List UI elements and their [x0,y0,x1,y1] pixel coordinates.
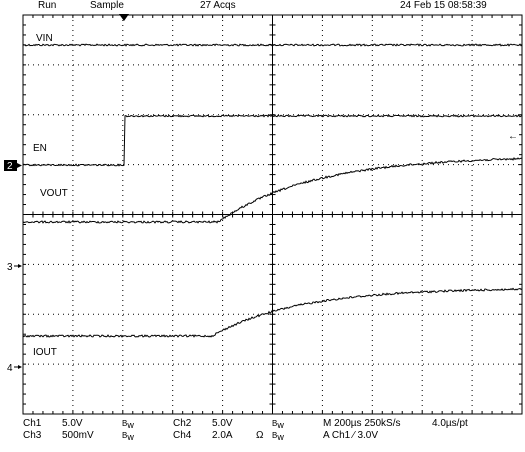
iout-trace [23,287,522,338]
trigger-setting: A Ch1 ⁄ 3.0V [323,430,379,441]
ch3-bandwidth-limit-icon [122,430,134,443]
ch3-name: Ch3 [23,430,42,441]
offscreen-left-arrow-icon: ← [508,131,518,142]
channel-4-marker: 4 [7,363,22,374]
sample-interval: 4.0µs/pt [432,418,468,429]
scope-footer: Ch1 5.0V Ch2 5.0V M 200µs 250kS/s 4.0µs/… [0,416,525,452]
vin-label: VIN [36,33,53,44]
vout-trace [23,156,522,224]
ch2-name: Ch2 [173,418,192,429]
trigger-position-marker [119,14,129,21]
waveforms-group [23,43,522,338]
ch4-name: Ch4 [173,430,192,441]
channel-2-marker: 2 [4,160,22,172]
ch4-bandwidth-limit-icon [272,430,284,443]
ch4-scale: 2.0A [212,430,233,441]
timestamp: 24 Feb 15 08:58:39 [400,0,487,11]
channel-2-marker-label: 2 [7,161,13,172]
en-label: EN [33,143,47,154]
ch3-scale: 500mV [62,430,94,441]
ch2-scale: 5.0V [212,418,233,429]
iout-label: IOUT [33,347,57,358]
channel-3-marker-label: 3 [7,262,13,273]
acquisition-mode: Sample [90,0,124,11]
acquisition-count: 27 Acqs [200,0,236,11]
run-state: Run [38,0,57,11]
vin-trace [23,43,522,47]
channel-4-marker-label: 4 [7,363,13,374]
ch1-scale: 5.0V [62,418,83,429]
vout-label: VOUT [40,188,68,199]
ch4-impedance-icon: Ω [256,430,264,441]
channel-3-marker: 3 [7,262,22,273]
status-bar: Run Sample 27 Acqs 24 Feb 15 08:58:39 [0,0,525,14]
timebase: M 200µs 250kS/s [323,418,401,429]
graticule-grid [22,14,523,415]
en-trace [23,114,522,167]
ch1-name: Ch1 [23,418,42,429]
